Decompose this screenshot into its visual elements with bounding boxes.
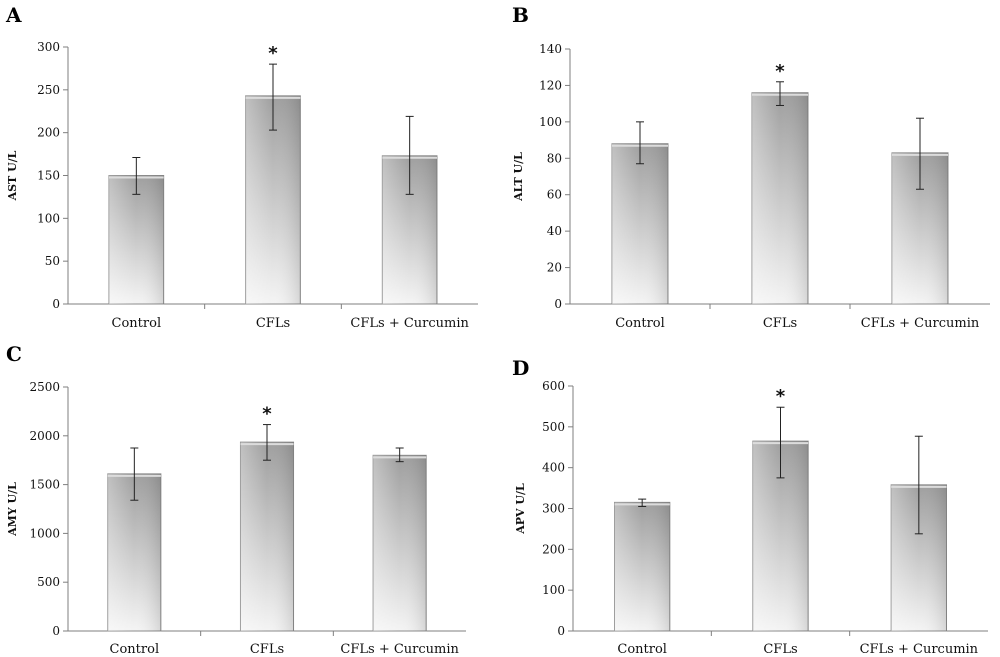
significance-marker: *	[775, 61, 785, 82]
y-axis-label: AST U/L	[6, 150, 19, 201]
bar-shading	[614, 502, 670, 631]
bar-shading	[109, 175, 164, 304]
y-tick-label: 0	[52, 297, 60, 311]
y-tick-label: 120	[539, 78, 562, 92]
y-tick-label: 100	[539, 115, 562, 129]
y-tick-label: 2000	[29, 429, 60, 443]
y-tick-label: 0	[557, 624, 565, 638]
y-axis-label: AMY U/L	[6, 482, 19, 537]
y-tick-label: 20	[547, 261, 562, 275]
x-tick-label: Control	[112, 316, 162, 331]
panel-letter: A	[5, 3, 22, 27]
y-tick-label: 150	[37, 169, 60, 183]
y-tick-label: 1000	[29, 526, 60, 540]
x-tick-label: CFLs + Curcumin	[861, 316, 980, 331]
y-tick-label: 140	[539, 42, 562, 56]
x-tick-label: CFLs	[250, 642, 284, 657]
bar-shading	[612, 143, 668, 304]
y-axis-label: ALT U/L	[512, 152, 525, 202]
x-tick-label: CFLs + Curcumin	[860, 642, 979, 657]
panel-letter: C	[6, 342, 22, 366]
x-tick-label: Control	[617, 642, 667, 657]
y-tick-label: 400	[542, 461, 565, 475]
y-tick-label: 100	[542, 583, 565, 597]
y-tick-label: 1500	[29, 478, 60, 492]
y-tick-label: 600	[542, 379, 565, 393]
y-tick-label: 500	[37, 575, 60, 589]
y-tick-label: 200	[542, 542, 565, 556]
bar-shading	[240, 442, 294, 631]
y-tick-label: 250	[37, 83, 60, 97]
chart-panel-b: B 0 20 40 60 80 100 120 140 ALT U/L Control * CFLs CF…	[512, 3, 990, 331]
y-tick-label: 80	[547, 151, 562, 165]
chart-panel-c: C 0 500 1000 1500 2000 2500 AMY U/L Control * CFLs…	[6, 342, 466, 657]
x-tick-label: Control	[615, 316, 665, 331]
x-tick-label: CFLs	[763, 316, 797, 331]
x-tick-label: CFLs	[763, 642, 797, 657]
y-tick-label: 2500	[29, 380, 60, 394]
y-tick-label: 50	[45, 254, 60, 268]
y-tick-label: 100	[37, 211, 60, 225]
bar-shading	[752, 92, 808, 304]
panel-letter: D	[512, 356, 529, 380]
y-tick-label: 200	[37, 126, 60, 140]
significance-marker: *	[262, 404, 272, 425]
y-tick-label: 300	[542, 502, 565, 516]
chart-panel-a: A 0 50 100 150 200 250 300 AST U/L Control * CFLs CF…	[5, 3, 478, 331]
bar-shading	[373, 455, 427, 631]
y-tick-label: 300	[37, 40, 60, 54]
panel-letter: B	[512, 3, 529, 27]
y-tick-label: 60	[547, 188, 562, 202]
y-axis-label: APV U/L	[514, 483, 527, 535]
chart-panel-d: D 0 100 200 300 400 500 600 APV U/L Control * CFLs C…	[512, 356, 988, 657]
y-tick-label: 0	[554, 297, 562, 311]
y-tick-label: 40	[547, 224, 562, 238]
x-tick-label: CFLs + Curcumin	[340, 642, 459, 657]
significance-marker: *	[268, 43, 278, 64]
y-tick-label: 500	[542, 420, 565, 434]
significance-marker: *	[776, 386, 786, 407]
x-tick-label: CFLs	[256, 316, 290, 331]
y-tick-label: 0	[52, 624, 60, 638]
x-tick-label: CFLs + Curcumin	[350, 316, 469, 331]
x-tick-label: Control	[110, 642, 160, 657]
